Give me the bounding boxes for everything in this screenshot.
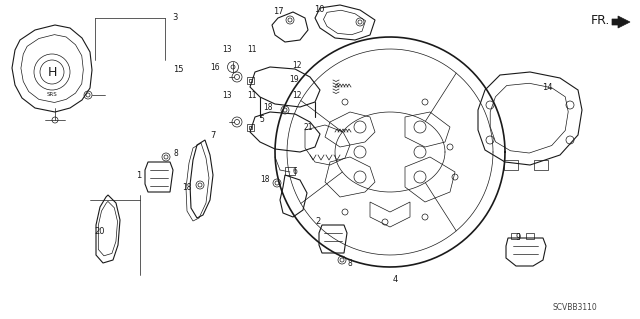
Text: 8: 8 — [348, 258, 353, 268]
Text: H: H — [47, 65, 57, 78]
Text: 7: 7 — [211, 130, 216, 139]
Text: 11: 11 — [247, 91, 257, 100]
Text: 18: 18 — [182, 183, 192, 192]
Polygon shape — [612, 16, 630, 28]
Text: FR.: FR. — [590, 13, 610, 26]
Text: 6: 6 — [292, 167, 298, 176]
Text: 15: 15 — [173, 65, 183, 75]
Text: 2: 2 — [316, 218, 321, 226]
Text: SRS: SRS — [47, 93, 58, 98]
Bar — [247, 77, 254, 84]
Bar — [526, 233, 534, 239]
Text: 14: 14 — [541, 84, 552, 93]
Bar — [534, 160, 548, 170]
Text: SCVBB3110: SCVBB3110 — [552, 303, 597, 313]
Bar — [247, 124, 254, 131]
Bar — [249, 126, 252, 129]
Text: 12: 12 — [292, 91, 301, 100]
Text: 21: 21 — [303, 122, 313, 131]
Text: 19: 19 — [289, 76, 299, 85]
Bar — [504, 160, 518, 170]
Text: 18: 18 — [263, 103, 273, 113]
Text: 3: 3 — [172, 13, 178, 23]
Bar — [511, 233, 519, 239]
Text: 17: 17 — [273, 8, 284, 17]
Text: 5: 5 — [260, 115, 264, 124]
Text: 1: 1 — [136, 170, 141, 180]
Text: 4: 4 — [392, 275, 397, 284]
Text: 10: 10 — [314, 5, 324, 14]
Text: 9: 9 — [515, 233, 520, 241]
Text: 20: 20 — [95, 227, 105, 236]
Text: 8: 8 — [173, 150, 179, 159]
Text: 16: 16 — [210, 63, 220, 72]
Text: 13: 13 — [222, 91, 232, 100]
Bar — [249, 79, 252, 82]
Bar — [285, 167, 295, 175]
Text: 13: 13 — [222, 46, 232, 55]
Text: 18: 18 — [260, 175, 269, 184]
Text: 11: 11 — [247, 46, 257, 55]
Text: 12: 12 — [292, 61, 301, 70]
